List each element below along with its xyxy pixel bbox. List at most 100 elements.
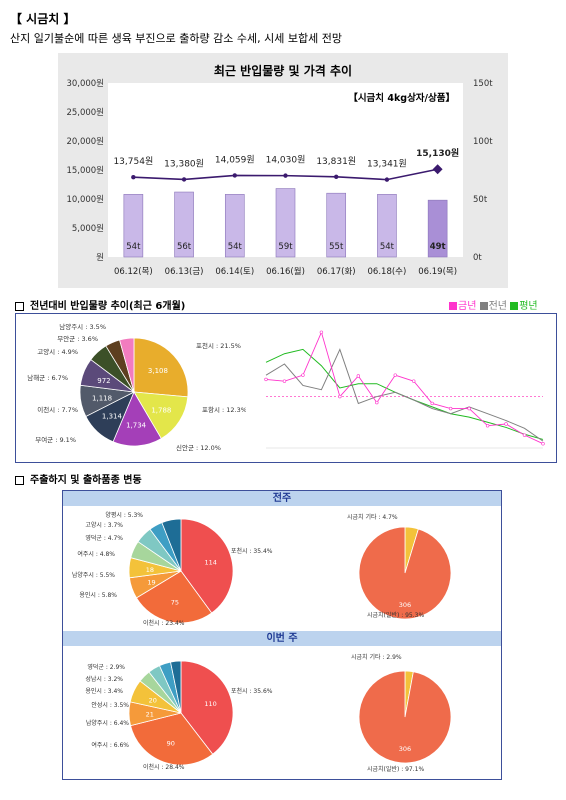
volume-bar — [123, 194, 144, 258]
y-right-tick-label: 50t — [473, 195, 488, 205]
legend-swatch — [449, 302, 457, 310]
price-point — [283, 173, 288, 178]
volume-data-label: 49t — [430, 242, 446, 252]
y-left-tick-label: 5,000원 — [72, 224, 104, 234]
band-previous-week: 전주 — [63, 491, 501, 506]
volume-data-label: 54t — [380, 242, 395, 252]
section-origin-variety-label: 주출하지 및 출하품종 변동 — [30, 475, 142, 486]
trend-point — [541, 442, 545, 446]
pie-slice — [130, 712, 214, 766]
trend-point — [282, 379, 287, 383]
section-volume-trend-title: 전년대비 반입물량 추이(최근 6개월) — [15, 297, 185, 312]
y-left-tick-label: 25,000원 — [66, 108, 104, 118]
pie-data-label: 972 — [97, 377, 110, 385]
volume-bar — [377, 194, 397, 258]
pie-data-label: 75 — [171, 599, 179, 607]
pie-slice — [133, 391, 189, 440]
pie-category-label: 포천시 : 21.5% — [196, 341, 241, 350]
pie-category-label: 시금치 기타 : 4.7% — [347, 513, 398, 521]
trend-point — [356, 374, 361, 378]
pie-data-label: 1,314 — [102, 413, 123, 421]
legend-swatch — [479, 302, 488, 310]
pie-category-label: 신안군 : 12.0% — [176, 443, 221, 452]
trend-point — [264, 377, 268, 382]
pie-slice — [180, 660, 234, 755]
pie-slice — [133, 337, 189, 398]
price-volume-svg: 최근 반입물량 및 가격 추이 【시금치 4kg상자/상품】 30,000원 25,0… — [58, 53, 508, 288]
band-this-week: 이번 주 — [63, 631, 501, 646]
price-data-label: 13,754원 — [113, 156, 153, 167]
legend-normal-year: 평년 — [510, 301, 538, 312]
pie-category-label: 여주시 : 6.6% — [91, 741, 129, 749]
pie-category-label: 시금치 기타 : 2.9% — [351, 653, 402, 661]
pie-slice — [170, 660, 182, 714]
volume-data-label: 55t — [329, 242, 344, 252]
pie-category-label: 시금치(일반) : 95.3% — [367, 611, 424, 619]
pie-category-label: 안성시 : 3.5% — [91, 701, 129, 709]
pie-category-label: 용인시 : 5.8% — [79, 592, 117, 599]
pie-category-label: 이천시 : 23.4% — [143, 619, 185, 627]
volume-bar — [224, 194, 245, 258]
pie-category-label: 포천시 : 35.4% — [231, 547, 273, 555]
x-tick-label: 06.13(금) — [165, 267, 204, 277]
pie-category-label: 남양주시 : 5.5% — [72, 571, 115, 579]
origin-variety-panel: 전주 114 75 19 18 포천시 : 35.4% 이천시 : 23.4% 용인시 : … — [62, 490, 502, 780]
legend-swatch — [510, 302, 519, 310]
pie-category-label: 남해군 : 6.7% — [27, 373, 68, 382]
pie-category-label: 포항시 : 12.3% — [202, 405, 246, 414]
volume-data-label: 54t — [126, 242, 141, 252]
trend-series-line — [265, 330, 544, 445]
pie-category-label: 용인시 : 3.4% — [85, 688, 123, 695]
pie-category-label: 고양시 : 4.9% — [37, 348, 78, 356]
trend-legend: 금년 전년 평년 — [449, 297, 538, 312]
bullet-square-icon — [15, 301, 24, 311]
price-volume-chart: 최근 반입물량 및 가격 추이 【시금치 4kg상자/상품】 30,000원 25,0… — [58, 53, 508, 288]
prev-variety-pie: 306 시금치(일반) : 95.3% 시금치 기타 : 4.7% — [347, 513, 452, 620]
pie-category-label: 이천시 : 28.4% — [143, 763, 185, 771]
price-point — [181, 177, 187, 182]
y-right-tick-label: 100t — [473, 137, 493, 147]
trend-point — [393, 373, 397, 377]
volume-bar — [427, 199, 448, 258]
pie-category-label: 고양시 : 3.7% — [85, 521, 123, 529]
pie-data-label: 1,118 — [92, 395, 112, 403]
trend-series-line — [265, 348, 544, 440]
volume-bar — [174, 191, 194, 258]
y-left-tick-label: 20,000원 — [66, 137, 104, 147]
price-point — [131, 175, 136, 180]
legend-last-year: 전년 — [479, 301, 507, 312]
trend-series-line — [265, 348, 544, 442]
pie-category-label: 부여군 : 9.1% — [35, 435, 76, 444]
x-tick-label: 06.17(화) — [317, 267, 356, 277]
volume-trend-panel: 3,108 1,788 1,734 1,314 1,118 972 포천시 : 21.5% 포… — [15, 313, 557, 463]
y-left-tick-label: 10,000원 — [66, 195, 104, 205]
pie-slice — [358, 670, 452, 764]
x-tick-label: 06.14(토) — [215, 267, 254, 277]
pie-category-label: 무안군 : 3.6% — [57, 334, 98, 343]
trend-point — [375, 400, 379, 405]
price-data-label: 13,380원 — [164, 158, 204, 169]
pie-slice — [358, 526, 452, 620]
volume-data-label: 54t — [228, 242, 243, 252]
volume-data-label: 56t — [177, 242, 192, 252]
unit-label: 【시금치 4kg상자/상품】 — [348, 92, 455, 104]
y-right-tick-label: 0t — [473, 253, 482, 263]
pie-category-label: 영덕군 : 2.9% — [87, 663, 125, 671]
trend-point — [338, 394, 342, 399]
page-subtitle: 산지 일기불순에 따른 생육 부진으로 출하량 감소 수세, 시세 보합세 전망 — [10, 32, 342, 45]
trend-point — [522, 433, 527, 437]
pie-data-label: 114 — [204, 558, 216, 566]
pie-category-label: 남양주시 : 3.5% — [59, 322, 106, 331]
x-tick-label: 06.19(목) — [418, 267, 457, 277]
price-data-label: 13,341원 — [367, 159, 407, 170]
pie-data-label: 19 — [147, 578, 155, 586]
prev-origin-pie: 114 75 19 18 포천시 : 35.4% 이천시 : 23.4% 용인시 : 5.8… — [72, 511, 273, 627]
x-tick-label: 06.18(수) — [368, 267, 407, 277]
volume-bar — [326, 192, 347, 258]
trend-point — [319, 330, 324, 334]
pie-category-label: 여주시 : 4.8% — [77, 550, 115, 558]
pie-slice — [119, 337, 135, 393]
pie-data-label: 1,788 — [151, 406, 171, 414]
y-left-tick-label: 30,000원 — [66, 79, 104, 89]
